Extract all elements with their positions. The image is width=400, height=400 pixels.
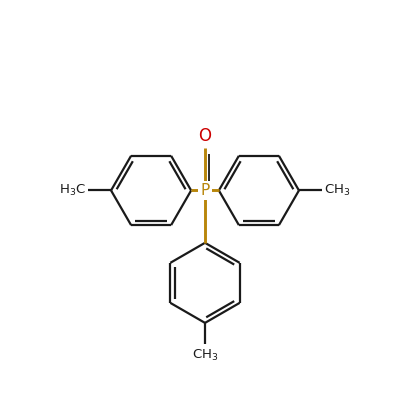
Text: O: O <box>198 127 212 145</box>
Text: $\mathregular{CH_3}$: $\mathregular{CH_3}$ <box>324 183 351 198</box>
Text: P: P <box>200 183 210 198</box>
Text: $\mathregular{CH_3}$: $\mathregular{CH_3}$ <box>192 348 218 363</box>
Text: $\mathregular{H_3C}$: $\mathregular{H_3C}$ <box>59 183 86 198</box>
